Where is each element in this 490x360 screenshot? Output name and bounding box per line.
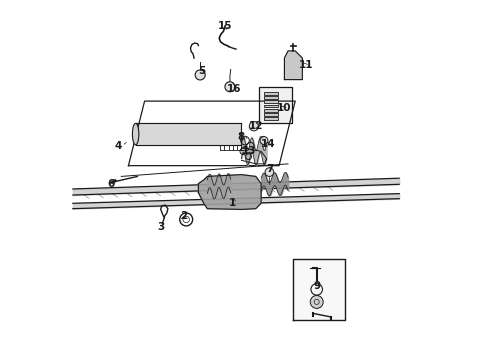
Text: 3: 3 [157, 222, 164, 231]
Circle shape [265, 168, 274, 176]
Text: 9: 9 [313, 281, 320, 291]
Circle shape [225, 82, 235, 92]
Circle shape [310, 296, 323, 309]
Text: 5: 5 [198, 66, 206, 76]
Text: 2: 2 [180, 211, 188, 221]
Bar [264, 92, 278, 95]
Text: 8: 8 [238, 132, 245, 142]
Text: 12: 12 [248, 121, 263, 131]
Text: 14: 14 [261, 139, 275, 149]
Bar [264, 109, 278, 112]
Bar [264, 100, 278, 103]
Bar [264, 105, 278, 107]
Circle shape [195, 70, 205, 80]
Text: 7: 7 [267, 164, 274, 174]
Text: 4: 4 [114, 141, 122, 151]
Bar [264, 113, 278, 116]
Bar [264, 96, 278, 99]
Text: 6: 6 [107, 179, 114, 189]
Text: 10: 10 [277, 103, 292, 113]
Text: 16: 16 [227, 84, 242, 94]
Text: 13: 13 [242, 146, 256, 156]
Polygon shape [294, 259, 345, 320]
Text: 1: 1 [229, 198, 236, 208]
Text: 11: 11 [299, 60, 313, 70]
Polygon shape [198, 175, 261, 210]
Circle shape [260, 136, 268, 144]
Ellipse shape [132, 123, 139, 145]
Polygon shape [285, 51, 302, 80]
Text: 15: 15 [218, 21, 233, 31]
Polygon shape [259, 87, 292, 123]
Circle shape [249, 122, 259, 131]
Bar [264, 117, 278, 120]
